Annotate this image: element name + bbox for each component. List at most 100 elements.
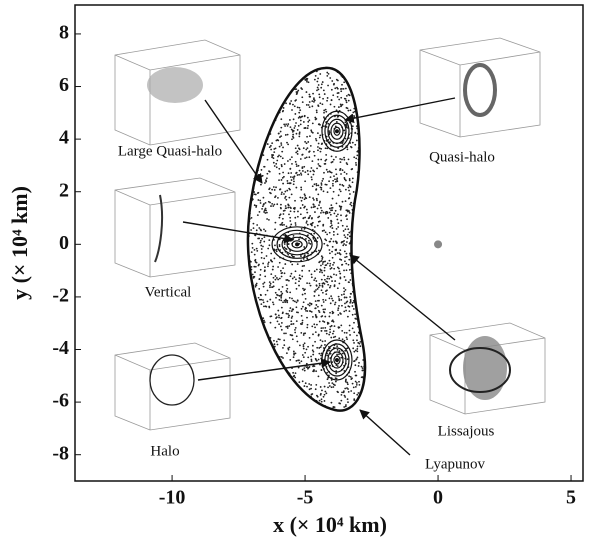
dot [349, 300, 352, 303]
dot [362, 404, 364, 407]
dot [302, 334, 305, 336]
dot [365, 72, 367, 74]
dot [264, 182, 266, 184]
dot [349, 408, 352, 411]
dot [313, 97, 315, 100]
dot [284, 197, 286, 199]
dot [343, 394, 346, 397]
dot [306, 147, 309, 150]
dot [349, 298, 352, 301]
dot [305, 221, 308, 224]
dot [259, 202, 262, 204]
dot [244, 171, 246, 173]
dot [247, 410, 250, 411]
dot [265, 359, 268, 362]
dot [348, 310, 351, 313]
dot [331, 160, 334, 163]
dot [356, 266, 359, 269]
dot [286, 390, 289, 393]
dot [272, 265, 275, 268]
dot [258, 121, 261, 124]
dot [246, 298, 248, 300]
dot [302, 258, 305, 260]
dot [295, 311, 298, 314]
dot [302, 410, 305, 411]
dot [325, 158, 328, 161]
invariant-ring [271, 226, 323, 263]
dot [361, 212, 364, 215]
dot [338, 282, 341, 285]
dot [309, 284, 312, 287]
dot [270, 379, 273, 382]
dot [260, 251, 263, 254]
dot [296, 153, 299, 155]
dot [299, 207, 302, 209]
dot [286, 180, 289, 182]
dot [257, 199, 260, 201]
dot [338, 98, 341, 101]
dot [363, 86, 365, 89]
dot [318, 147, 321, 150]
dot [363, 152, 365, 154]
dot [269, 66, 271, 68]
dot [318, 311, 321, 313]
dot [294, 113, 297, 115]
dot [353, 114, 355, 117]
dot [292, 207, 295, 210]
annotation: Large Quasi-halo [118, 143, 222, 159]
dot [366, 335, 368, 337]
dot [256, 101, 258, 104]
dot [347, 263, 350, 266]
dot [258, 278, 261, 280]
dot [288, 403, 291, 406]
dot [341, 224, 344, 227]
dot [268, 146, 271, 149]
dot [294, 376, 297, 379]
dot [306, 80, 308, 83]
dot [314, 313, 317, 316]
dot [293, 175, 296, 178]
dot [320, 406, 323, 409]
dot [326, 233, 329, 236]
dot [258, 104, 261, 107]
dot [319, 386, 322, 388]
dot [267, 265, 269, 268]
dot [312, 173, 315, 176]
dot [296, 340, 299, 343]
dot [307, 124, 309, 127]
dot [353, 350, 356, 353]
dot [328, 259, 331, 262]
dot [354, 364, 357, 367]
dot [315, 359, 318, 362]
dot [360, 77, 363, 80]
dot [270, 273, 273, 276]
dot [346, 148, 349, 151]
dot [269, 286, 271, 289]
dot [320, 86, 323, 89]
dot [276, 203, 279, 206]
dot [278, 323, 280, 326]
dot [320, 83, 323, 86]
dot [343, 287, 345, 290]
dot [272, 276, 275, 279]
dot [257, 130, 260, 133]
dot [308, 310, 311, 312]
dot [268, 188, 271, 191]
dot [314, 137, 317, 140]
dot [263, 281, 266, 284]
dot [350, 408, 353, 411]
dot [304, 407, 307, 410]
dot [348, 184, 351, 187]
dot [320, 184, 323, 186]
dot [350, 145, 352, 148]
dot [359, 303, 362, 306]
dot [323, 278, 326, 281]
dot [350, 292, 352, 295]
dot [253, 265, 256, 268]
dot [304, 216, 307, 219]
dot [327, 283, 330, 286]
dot [329, 141, 331, 144]
dot [259, 400, 262, 403]
dot [275, 362, 278, 365]
dot [296, 263, 299, 266]
